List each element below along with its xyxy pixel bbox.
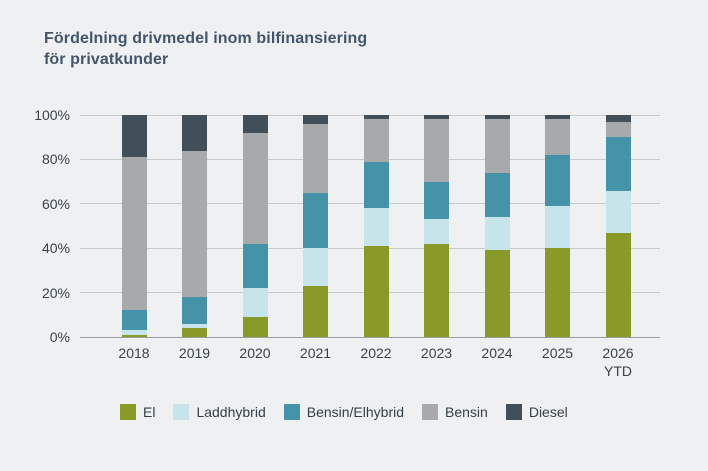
- bar-2023: [424, 115, 449, 337]
- bar-segment-el: [605, 232, 631, 337]
- bar-segment-diesel: [303, 115, 328, 124]
- bar-segment-bensin: [121, 157, 147, 311]
- bar-segment-el: [484, 250, 510, 337]
- bar-2022: [363, 115, 389, 337]
- x-axis-label-2018: 2018: [118, 345, 150, 361]
- bar-2020: [242, 115, 268, 337]
- bar-2025: [545, 115, 570, 337]
- x-axis-label-2020: 2020: [239, 345, 271, 361]
- bar-2021: [303, 115, 328, 337]
- bar-segment-laddhybrid: [545, 206, 570, 249]
- bar-segment-bensin: [484, 119, 510, 173]
- bar-segment-bensin-elhybrid: [605, 137, 631, 191]
- bar-segment-bensin-elhybrid: [484, 172, 510, 218]
- bar-segment-bensin-elhybrid: [303, 192, 328, 249]
- bar-segment-el: [363, 245, 389, 337]
- bar-segment-diesel: [182, 115, 207, 151]
- x-axis-label-2019: 2019: [178, 345, 211, 361]
- bar-segment-bensin: [242, 132, 268, 244]
- x-axis-label-2025: 2025: [541, 345, 574, 361]
- bar-segment-bensin: [424, 119, 449, 182]
- bar-segment-el: [182, 328, 207, 337]
- bar-segment-bensin-elhybrid: [424, 181, 449, 220]
- bar-segment-el: [424, 243, 449, 337]
- bar-segment-diesel: [605, 115, 631, 122]
- bar-segment-laddhybrid: [303, 248, 328, 286]
- y-axis-tick-label: 80%: [41, 151, 70, 168]
- x-axis-label-2023: 2023: [420, 345, 453, 361]
- bar-segment-bensin-elhybrid: [121, 310, 147, 331]
- legend-swatch-icon: [422, 404, 439, 420]
- bar-segment-el: [242, 317, 268, 337]
- legend-item-el: El: [120, 404, 155, 420]
- bar-segment-bensin-elhybrid: [363, 161, 389, 209]
- bar-2019: [182, 115, 207, 337]
- bar-segment-bensin: [303, 123, 328, 193]
- bar-segment-el: [545, 248, 570, 337]
- bar-segment-diesel: [363, 115, 389, 120]
- legend-item-laddhybrid: Laddhybrid: [173, 404, 266, 420]
- bar-segment-diesel: [424, 115, 449, 120]
- x-axis-label-2026: 2026 YTD: [602, 345, 634, 379]
- bar-segment-laddhybrid: [121, 330, 147, 335]
- chart-plot: 0% 20% 40% 60% 80% 100% 2018 2019 2020 2021 2022 20…: [34, 107, 660, 379]
- bar-segment-laddhybrid: [242, 288, 268, 318]
- bar-segment-bensin: [182, 150, 207, 298]
- x-axis-label-2024: 2024: [481, 345, 513, 361]
- chart-title: Fördelning drivmedel inom bilfinansierin…: [44, 30, 368, 68]
- bar-2026: [605, 115, 631, 337]
- y-axis-tick-label: 20%: [41, 284, 70, 301]
- bar-segment-bensin-elhybrid: [242, 243, 268, 289]
- y-axis-tick-label: 100%: [34, 107, 70, 123]
- bar-segment-bensin: [605, 121, 631, 138]
- bar-segment-diesel: [121, 115, 147, 158]
- legend-item-diesel: Diesel: [505, 404, 568, 420]
- bar-segment-diesel: [242, 115, 268, 133]
- gridline-0: [80, 336, 660, 338]
- legend-label: Diesel: [528, 404, 568, 420]
- bar-segment-el: [303, 285, 328, 337]
- legend: El Laddhybrid Bensin/Elhybrid Bensin Diesel: [120, 404, 568, 420]
- y-axis-tick-label: 0%: [49, 329, 70, 345]
- bar-segment-laddhybrid: [484, 217, 510, 251]
- bar-segment-laddhybrid: [182, 323, 207, 329]
- legend-label: Bensin/Elhybrid: [306, 404, 405, 420]
- legend-label: Bensin: [445, 404, 488, 420]
- x-axis-label-2021: 2021: [299, 345, 332, 361]
- legend-swatch-icon: [120, 404, 136, 420]
- legend-swatch-icon: [505, 404, 522, 420]
- legend-swatch-icon: [283, 404, 300, 420]
- bar-segment-laddhybrid: [605, 190, 631, 233]
- bar-segment-diesel: [545, 115, 570, 120]
- y-axis-tick-label: 40%: [41, 240, 70, 257]
- bar-segment-bensin: [545, 119, 570, 155]
- legend-label: El: [143, 404, 156, 420]
- legend-label: Laddhybrid: [196, 404, 266, 420]
- bar-segment-laddhybrid: [424, 219, 449, 244]
- bar-segment-laddhybrid: [363, 208, 389, 246]
- bar-segment-bensin: [363, 119, 389, 162]
- bar-2024: [484, 115, 510, 337]
- bar-segment-bensin-elhybrid: [545, 154, 570, 207]
- gridline-100: [80, 114, 660, 116]
- legend-swatch-icon: [173, 404, 190, 420]
- bar-segment-diesel: [484, 115, 510, 120]
- y-axis-tick-label: 60%: [41, 195, 70, 212]
- legend-item-bensin-elhybrid: Bensin/Elhybrid: [283, 404, 405, 420]
- bar-segment-bensin-elhybrid: [182, 297, 207, 324]
- bar-segment-el: [121, 334, 147, 337]
- legend-item-bensin: Bensin: [422, 404, 488, 420]
- x-axis-label-2022: 2022: [360, 345, 392, 361]
- bar-2018: [121, 115, 147, 337]
